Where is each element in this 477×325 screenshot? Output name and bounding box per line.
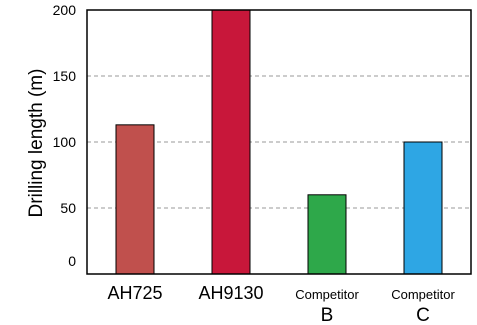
bar (403, 141, 443, 275)
x-tick-label-line2: B (321, 305, 334, 325)
bar (115, 124, 155, 275)
x-tick-label-line2: C (416, 305, 430, 325)
y-tick-label: 0 (68, 253, 76, 269)
x-tick-label: Competitor (295, 287, 359, 302)
y-tick-label: 150 (53, 68, 77, 84)
x-tick-label: AH9130 (198, 283, 263, 303)
y-axis-label: Drilling length (m) (26, 69, 47, 218)
bar (211, 9, 251, 275)
y-tick-label: 100 (53, 134, 77, 150)
bar (307, 194, 347, 275)
x-tick-labels: AH725 AH9130 Competitor B Competitor C (107, 283, 455, 325)
y-tick-labels: 0 50 100 150 200 (53, 2, 77, 269)
y-tick-label: 200 (53, 2, 77, 18)
y-tick-label: 50 (60, 200, 76, 216)
plot-frame (86, 9, 472, 275)
bars (115, 9, 443, 275)
x-tick-label: AH725 (107, 283, 162, 303)
x-tick-label: Competitor (391, 287, 455, 302)
